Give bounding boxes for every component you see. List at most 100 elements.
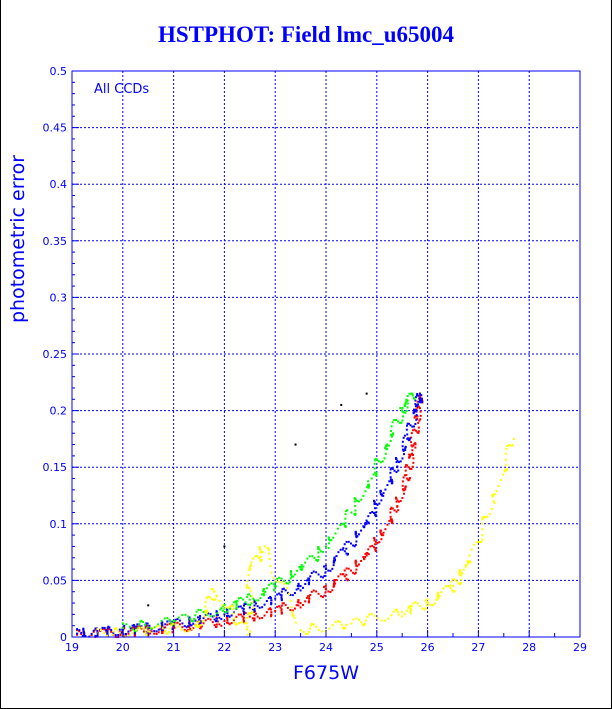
- data-point: [469, 561, 472, 564]
- data-point: [379, 493, 382, 496]
- data-point: [342, 547, 345, 550]
- data-point: [321, 630, 324, 633]
- data-point: [288, 592, 291, 595]
- data-point: [239, 596, 242, 599]
- x-tick-label: 27: [471, 641, 485, 654]
- data-point: [157, 631, 160, 634]
- data-point: [226, 608, 229, 611]
- data-point: [277, 580, 280, 583]
- data-point: [260, 555, 263, 558]
- data-point: [389, 511, 392, 514]
- data-point: [265, 600, 268, 603]
- data-point: [389, 478, 392, 481]
- data-point: [83, 632, 86, 635]
- data-point: [147, 604, 150, 607]
- data-point: [213, 624, 216, 627]
- data-point: [235, 606, 238, 609]
- data-point: [299, 589, 302, 592]
- data-point: [253, 607, 256, 610]
- data-point: [243, 612, 246, 615]
- data-point: [166, 620, 169, 623]
- data-point: [321, 596, 324, 599]
- data-point: [337, 575, 340, 578]
- data-point: [492, 500, 495, 503]
- data-point: [507, 444, 510, 447]
- data-point: [360, 529, 363, 532]
- data-point: [402, 411, 405, 414]
- data-point: [106, 632, 109, 635]
- data-point: [390, 425, 393, 428]
- data-point: [391, 421, 394, 424]
- data-point: [345, 547, 348, 550]
- data-point: [307, 595, 310, 598]
- data-point: [414, 446, 417, 449]
- data-point: [159, 625, 162, 628]
- data-point: [499, 478, 502, 481]
- data-point: [349, 569, 352, 572]
- data-point: [418, 400, 421, 403]
- data-point: [373, 462, 376, 465]
- data-point: [408, 453, 411, 456]
- data-point: [212, 598, 215, 601]
- data-point: [390, 435, 393, 438]
- data-point: [391, 507, 394, 510]
- data-point: [241, 607, 244, 610]
- data-point: [323, 565, 326, 568]
- data-point: [366, 615, 369, 618]
- data-point: [413, 442, 416, 445]
- data-point: [341, 626, 344, 629]
- data-point: [342, 627, 345, 630]
- data-point: [131, 628, 134, 631]
- data-point: [409, 608, 412, 611]
- data-point: [82, 627, 85, 630]
- data-point: [259, 550, 262, 553]
- data-point: [108, 626, 111, 629]
- data-point: [364, 619, 367, 622]
- data-point: [402, 453, 405, 456]
- data-point: [374, 511, 377, 514]
- data-point: [254, 555, 257, 558]
- data-point: [230, 622, 233, 625]
- data-point: [457, 582, 460, 585]
- data-point: [226, 616, 229, 619]
- data-point: [332, 560, 335, 563]
- data-point: [512, 444, 515, 447]
- data-point: [258, 606, 261, 609]
- data-point: [148, 630, 151, 633]
- data-point: [363, 526, 366, 529]
- data-point: [401, 484, 404, 487]
- data-point: [315, 571, 318, 574]
- data-point: [194, 624, 197, 627]
- data-point: [407, 422, 410, 425]
- data-point: [300, 565, 303, 568]
- data-point: [391, 433, 394, 436]
- data-point: [146, 622, 149, 625]
- data-point: [164, 626, 167, 629]
- data-point: [325, 545, 327, 548]
- data-point: [280, 609, 283, 612]
- data-point: [387, 617, 390, 620]
- data-point: [235, 603, 238, 606]
- data-point: [376, 458, 379, 461]
- data-point: [414, 399, 417, 402]
- data-point: [395, 608, 398, 611]
- data-point: [353, 497, 356, 500]
- data-point: [255, 612, 258, 615]
- data-point: [78, 629, 81, 632]
- data-point: [215, 625, 218, 628]
- data-point: [136, 625, 139, 628]
- data-point: [458, 569, 461, 572]
- data-point: [134, 625, 137, 628]
- data-point: [223, 620, 226, 623]
- data-point: [170, 621, 173, 624]
- data-point: [339, 621, 342, 624]
- data-point: [345, 540, 348, 543]
- data-point: [374, 507, 377, 510]
- data-point: [480, 540, 483, 543]
- data-point: [356, 565, 359, 568]
- data-point: [466, 560, 469, 563]
- data-point: [425, 604, 428, 607]
- data-point: [324, 564, 327, 567]
- data-point: [381, 460, 384, 463]
- data-point: [227, 622, 230, 625]
